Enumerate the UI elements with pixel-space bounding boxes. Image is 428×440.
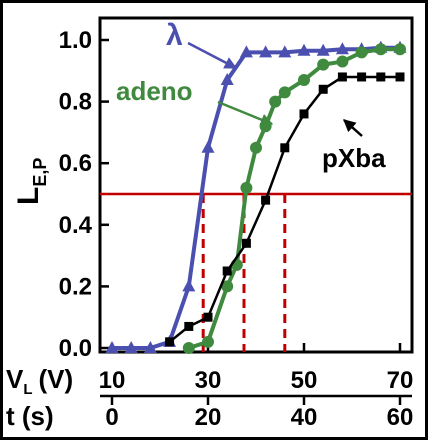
x-axis-t-label: t (s) xyxy=(6,401,54,431)
data-point xyxy=(318,84,328,94)
data-point xyxy=(269,95,282,108)
x-vl-tick-label: 10 xyxy=(99,367,126,394)
x-ticks: 10 30 50 70 0 20 40 60 xyxy=(99,343,414,431)
y-ticks: 0.0 0.2 0.4 0.6 0.8 1.0 xyxy=(59,27,109,362)
series-line xyxy=(112,45,400,350)
y-axis-label-sub: E,P xyxy=(30,158,50,187)
data-point xyxy=(297,43,311,56)
data-point xyxy=(278,86,291,99)
data-point xyxy=(124,341,138,353)
data-point xyxy=(299,109,309,119)
data-point xyxy=(222,266,232,276)
x-t-tick-label: 60 xyxy=(387,404,414,431)
label-pxba: pXba xyxy=(322,143,386,173)
y-axis-label: LE,P xyxy=(12,158,50,205)
data-point xyxy=(182,279,196,292)
x-vl-tick-label: 70 xyxy=(387,367,414,394)
x-axis-vl-label-main: V xyxy=(6,364,24,394)
y-tick-label: 1.0 xyxy=(59,27,92,54)
y-tick-label: 0.4 xyxy=(59,212,93,239)
data-point xyxy=(337,72,347,82)
x-axis-vl-label-unit: (V) xyxy=(39,364,74,394)
data-point xyxy=(250,141,262,154)
threshold-layer xyxy=(100,192,412,352)
series-0 xyxy=(105,40,407,353)
y-axis-label-main: L xyxy=(12,187,45,205)
data-point xyxy=(184,321,194,331)
data-point xyxy=(241,238,251,248)
data-point xyxy=(298,74,310,87)
x-t-tick-label: 0 xyxy=(105,404,118,431)
data-point xyxy=(280,143,290,153)
y-tick-label: 0.2 xyxy=(59,273,92,300)
data-point xyxy=(374,43,387,56)
data-point xyxy=(278,45,292,58)
data-point xyxy=(239,45,253,58)
arrow-adeno xyxy=(217,100,274,126)
series-1 xyxy=(182,43,406,354)
data-point xyxy=(240,181,253,194)
data-point xyxy=(394,43,406,56)
data-point xyxy=(220,73,234,86)
x-axis-vl-label: VL (V) xyxy=(6,364,73,398)
y-tick-label: 0.0 xyxy=(59,335,92,362)
x-t-tick-label: 40 xyxy=(291,404,318,431)
series-2 xyxy=(165,72,405,347)
plot-frame xyxy=(98,16,414,354)
data-point xyxy=(355,46,368,59)
data-point xyxy=(201,140,215,153)
data-point xyxy=(395,72,405,82)
data-point xyxy=(376,72,386,82)
label-adeno: adeno xyxy=(116,76,193,106)
data-point xyxy=(182,342,195,354)
data-point xyxy=(202,335,214,348)
data-point xyxy=(143,341,157,353)
data-point xyxy=(105,341,119,353)
y-tick-label: 0.8 xyxy=(59,89,92,116)
series-layer xyxy=(105,40,407,354)
arrow-lambda xyxy=(187,41,238,70)
y-tick-label: 0.6 xyxy=(59,150,92,177)
x-t-tick-label: 20 xyxy=(195,404,222,431)
data-point xyxy=(316,43,330,56)
data-point xyxy=(221,280,234,293)
label-lambda: λ xyxy=(166,19,183,52)
data-point xyxy=(357,72,367,82)
data-point xyxy=(261,195,271,205)
data-point xyxy=(165,337,175,347)
x-vl-tick-label: 30 xyxy=(195,367,222,394)
arrow-pxba xyxy=(343,119,363,137)
x-axis-vl-label-sub: L xyxy=(23,381,32,398)
data-point xyxy=(203,312,213,322)
x-vl-tick-label: 50 xyxy=(291,367,318,394)
data-point xyxy=(317,58,330,71)
data-point xyxy=(259,45,273,58)
data-point xyxy=(335,42,349,55)
data-point xyxy=(336,55,349,68)
